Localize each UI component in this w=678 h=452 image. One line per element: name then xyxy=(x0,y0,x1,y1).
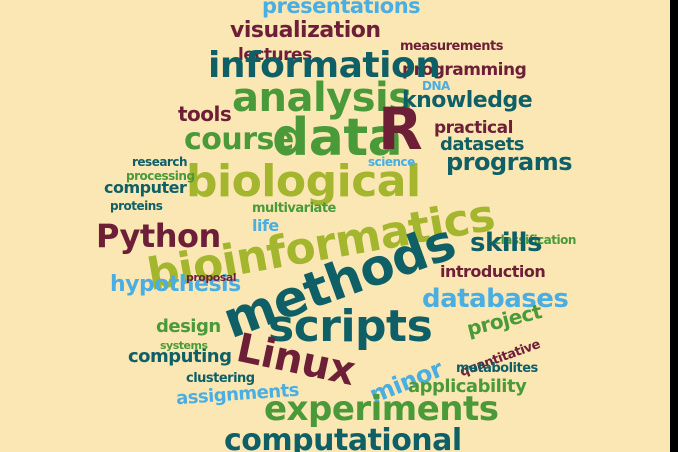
word-practical: practical xyxy=(434,118,513,138)
word-datasets: datasets xyxy=(440,134,525,155)
word-lectures: lectures xyxy=(238,45,312,65)
word-python: Python xyxy=(96,217,221,255)
word-experiments: experiments xyxy=(264,389,499,429)
word-analysis: analysis xyxy=(232,75,412,121)
word-introduction: introduction xyxy=(440,262,546,281)
word-multivariate: multivariate xyxy=(252,201,336,216)
word-data: data xyxy=(272,108,403,168)
word-applicability: applicability xyxy=(408,376,527,397)
word-computer: computer xyxy=(104,178,187,197)
word-biological: biological xyxy=(186,156,421,207)
word-metabolites: metabolites xyxy=(456,361,538,376)
word-classification: classification xyxy=(494,233,576,247)
word-dna: DNA xyxy=(422,79,450,93)
word-skills: skills xyxy=(470,228,542,258)
word-databases: databases xyxy=(422,284,569,314)
word-programs: programs xyxy=(446,148,573,176)
word-processing: processing xyxy=(126,169,195,183)
word-programming: programming xyxy=(402,60,527,80)
word-information: information xyxy=(208,45,441,86)
word-presentations: presentations xyxy=(262,0,421,18)
word-hypothesis: hypothesis xyxy=(110,272,241,297)
word-computational: computational xyxy=(224,423,462,452)
word-proteins: proteins xyxy=(110,199,163,213)
word-visualization: visualization xyxy=(230,18,381,43)
word-proposal: proposal xyxy=(186,271,237,284)
word-clustering: clustering xyxy=(186,371,255,386)
word-life: life xyxy=(252,216,279,235)
word-r: R xyxy=(378,95,423,163)
word-computing: computing xyxy=(128,346,232,367)
word-course: course xyxy=(184,122,294,157)
word-tools: tools xyxy=(178,102,232,126)
word-scripts: scripts xyxy=(268,301,433,352)
word-research: research xyxy=(132,155,188,169)
word-knowledge: knowledge xyxy=(402,88,533,113)
word-design: design xyxy=(156,316,221,337)
word-systems: systems xyxy=(160,339,208,352)
word-measurements: measurements xyxy=(400,39,503,54)
word-science: science xyxy=(368,155,415,169)
